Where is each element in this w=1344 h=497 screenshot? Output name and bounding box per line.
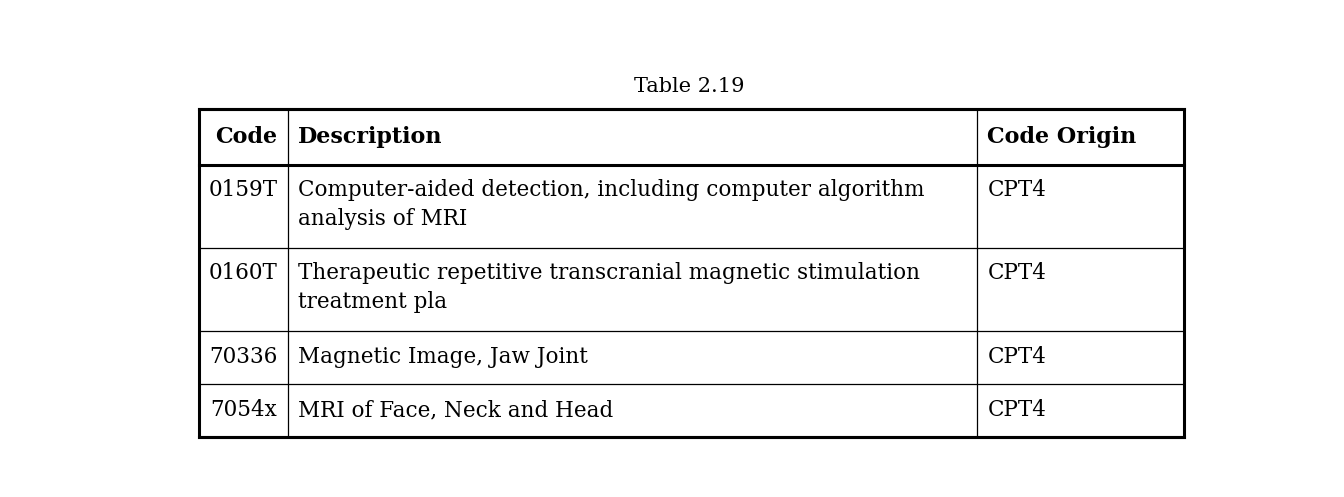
Text: Table 2.19: Table 2.19 [633, 77, 745, 96]
Text: CPT4: CPT4 [988, 346, 1046, 368]
Text: treatment pla: treatment pla [298, 291, 448, 313]
Text: Code: Code [215, 126, 277, 148]
Text: 7054x: 7054x [211, 399, 277, 421]
Text: Computer-aided detection, including computer algorithm: Computer-aided detection, including comp… [298, 179, 925, 201]
Text: 0160T: 0160T [208, 262, 277, 284]
Text: CPT4: CPT4 [988, 399, 1046, 421]
Text: Code Origin: Code Origin [988, 126, 1137, 148]
Text: 0159T: 0159T [208, 179, 277, 201]
Text: CPT4: CPT4 [988, 179, 1046, 201]
Text: 70336: 70336 [210, 346, 277, 368]
Text: MRI of Face, Neck and Head: MRI of Face, Neck and Head [298, 399, 613, 421]
Text: analysis of MRI: analysis of MRI [298, 208, 468, 230]
Bar [199, 109, 1184, 436]
Text: Therapeutic repetitive transcranial magnetic stimulation: Therapeutic repetitive transcranial magn… [298, 262, 921, 284]
Text: Magnetic Image, Jaw Joint: Magnetic Image, Jaw Joint [298, 346, 589, 368]
Text: CPT4: CPT4 [988, 262, 1046, 284]
Text: Description: Description [298, 126, 442, 148]
